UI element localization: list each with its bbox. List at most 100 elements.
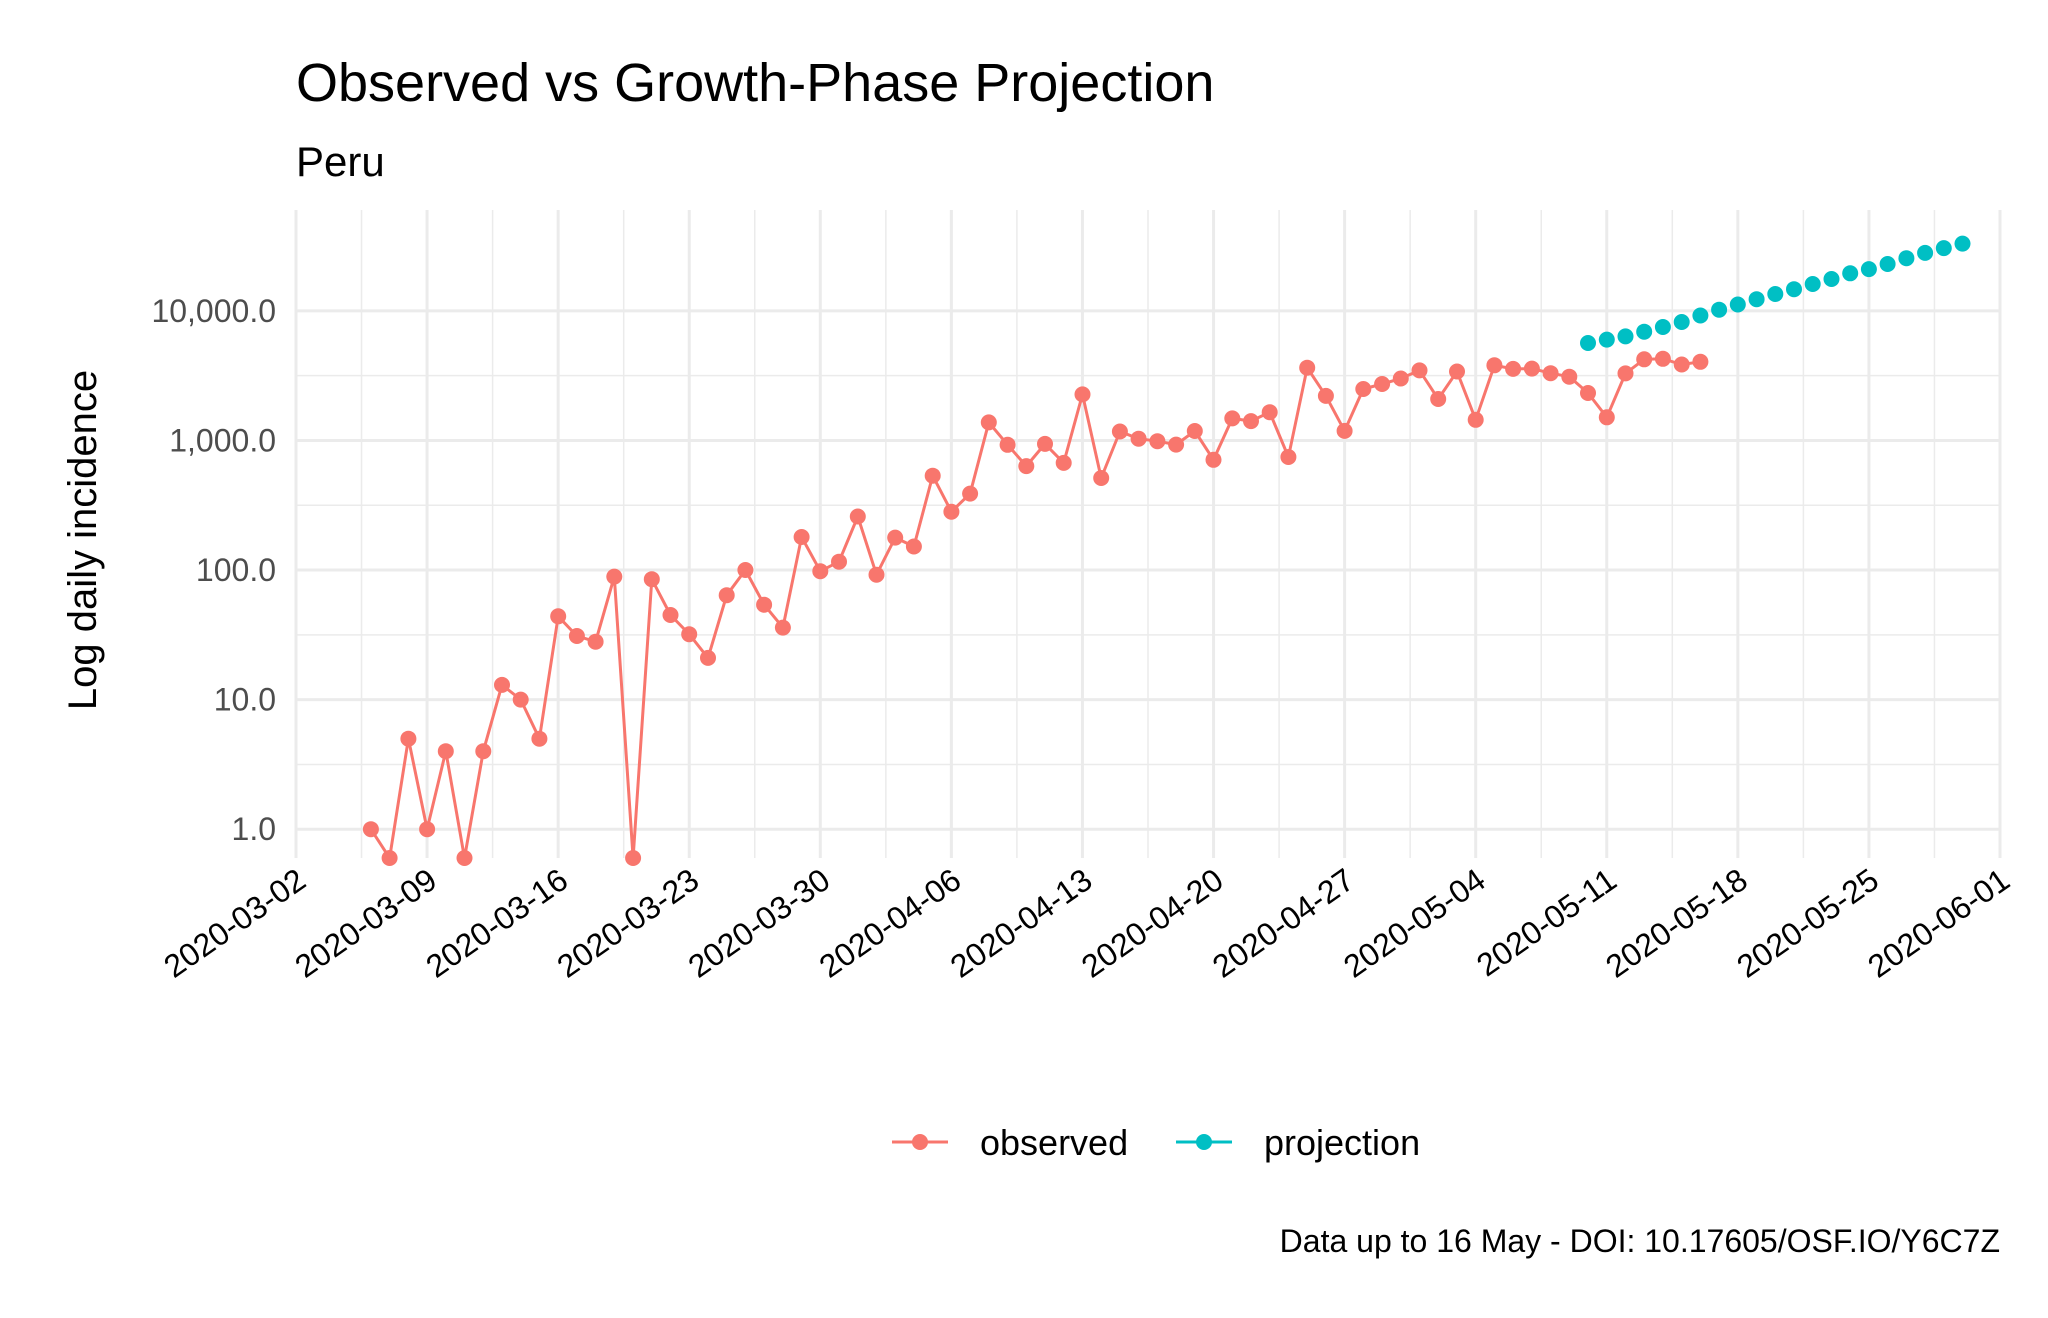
data-point-projection xyxy=(1842,265,1859,282)
data-point-projection xyxy=(1692,307,1709,324)
data-point-observed xyxy=(1168,436,1185,453)
legend-label-observed: observed xyxy=(980,1122,1128,1163)
data-point-observed xyxy=(1392,370,1409,387)
y-axis-ticks: 1.0 10.0 100.0 1,000.0 10,000.0 xyxy=(151,293,276,847)
data-point-observed xyxy=(849,508,866,525)
data-point-projection xyxy=(1786,281,1802,298)
data-point-observed xyxy=(1617,365,1634,382)
data-point-projection xyxy=(1580,335,1596,351)
data-point-observed xyxy=(1037,435,1053,452)
data-point-observed xyxy=(1111,423,1128,440)
x-tick-label: 2020-03-09 xyxy=(288,861,443,984)
y-tick-label: 1,000.0 xyxy=(169,422,276,458)
data-point-projection xyxy=(1917,244,1934,261)
data-point-observed xyxy=(1018,458,1035,475)
data-point-observed xyxy=(1523,360,1540,377)
x-tick-label: 2020-04-06 xyxy=(813,861,968,984)
x-tick-label: 2020-05-18 xyxy=(1599,861,1754,984)
legend-key-point-projection xyxy=(1196,1134,1212,1150)
data-point-projection xyxy=(1636,323,1653,340)
data-point-observed xyxy=(1654,350,1671,367)
data-point-observed xyxy=(1430,391,1447,407)
data-point-observed xyxy=(1186,423,1203,439)
data-point-projection xyxy=(1823,271,1840,287)
x-tick-label: 2020-04-20 xyxy=(1075,861,1230,984)
data-point-observed xyxy=(943,503,960,520)
data-point-projection xyxy=(1767,286,1784,302)
data-point-observed xyxy=(381,850,398,866)
data-point-observed xyxy=(793,529,810,545)
data-point-observed xyxy=(1261,404,1278,421)
data-point-observed xyxy=(437,743,454,760)
data-point-observed xyxy=(868,566,885,583)
data-point-observed xyxy=(1074,386,1091,403)
data-point-observed xyxy=(1093,470,1110,486)
x-tick-label: 2020-06-01 xyxy=(1861,861,2016,984)
data-point-observed xyxy=(643,571,660,588)
data-point-projection xyxy=(1935,240,1952,257)
data-point-observed xyxy=(774,619,791,636)
data-point-projection xyxy=(1879,256,1896,272)
data-point-observed xyxy=(1411,362,1428,379)
data-point-observed xyxy=(1580,385,1596,401)
data-point-observed xyxy=(1374,376,1391,392)
data-point-observed xyxy=(999,436,1016,453)
data-point-observed xyxy=(587,633,604,650)
data-point-observed xyxy=(812,563,829,580)
x-tick-label: 2020-05-04 xyxy=(1337,861,1492,984)
data-point-observed xyxy=(1486,357,1503,374)
data-point-observed xyxy=(362,821,379,838)
data-point-observed xyxy=(494,676,510,693)
x-tick-label: 2020-03-30 xyxy=(682,861,837,984)
x-tick-label: 2020-03-02 xyxy=(157,861,312,984)
chart-title: Observed vs Growth-Phase Projection xyxy=(296,53,1214,113)
data-point-observed xyxy=(456,850,473,866)
data-point-observed xyxy=(831,553,847,570)
data-point-observed xyxy=(737,562,754,578)
data-point-observed xyxy=(1055,454,1072,471)
data-point-projection xyxy=(1748,291,1765,308)
data-point-observed xyxy=(512,691,529,708)
data-point-observed xyxy=(1636,351,1653,368)
y-tick-label: 100.0 xyxy=(196,552,276,588)
data-point-observed xyxy=(1673,356,1690,373)
data-point-observed xyxy=(475,743,492,760)
data-point-observed xyxy=(1280,449,1297,465)
data-point-observed xyxy=(681,626,698,643)
x-axis-ticks: 2020-03-022020-03-092020-03-162020-03-23… xyxy=(157,861,2016,984)
data-point-observed xyxy=(700,649,716,666)
data-point-observed xyxy=(550,608,567,625)
data-point-observed xyxy=(980,414,997,431)
data-point-observed xyxy=(531,730,548,747)
data-point-observed xyxy=(419,821,436,838)
data-point-observed xyxy=(662,607,679,623)
legend-key-point-observed xyxy=(912,1134,928,1150)
data-point-observed xyxy=(1149,433,1166,450)
data-point-observed xyxy=(1692,353,1709,370)
data-point-observed xyxy=(1598,409,1615,426)
series-layer xyxy=(362,235,1971,866)
data-point-projection xyxy=(1711,301,1728,318)
data-point-observed xyxy=(962,485,979,502)
legend: observed projection xyxy=(892,1122,1420,1163)
data-point-observed xyxy=(625,850,642,866)
data-point-observed xyxy=(1243,413,1259,430)
data-point-observed xyxy=(905,538,922,555)
legend-label-projection: projection xyxy=(1264,1122,1420,1163)
data-point-observed xyxy=(1355,381,1372,397)
data-point-observed xyxy=(924,467,941,484)
x-tick-label: 2020-04-13 xyxy=(944,861,1099,984)
chart-subtitle: Peru xyxy=(296,138,385,185)
data-point-projection xyxy=(1804,276,1821,292)
data-point-observed xyxy=(1317,387,1334,404)
y-tick-label: 10,000.0 xyxy=(151,293,276,329)
data-point-observed xyxy=(1505,360,1522,377)
data-point-observed xyxy=(568,628,585,644)
data-point-projection xyxy=(1617,328,1634,345)
data-point-observed xyxy=(1336,422,1353,439)
x-tick-label: 2020-05-25 xyxy=(1730,861,1885,984)
data-point-observed xyxy=(1299,359,1316,376)
series-line-observed xyxy=(369,357,1701,860)
y-tick-label: 1.0 xyxy=(232,811,276,847)
data-point-observed xyxy=(1561,368,1578,385)
